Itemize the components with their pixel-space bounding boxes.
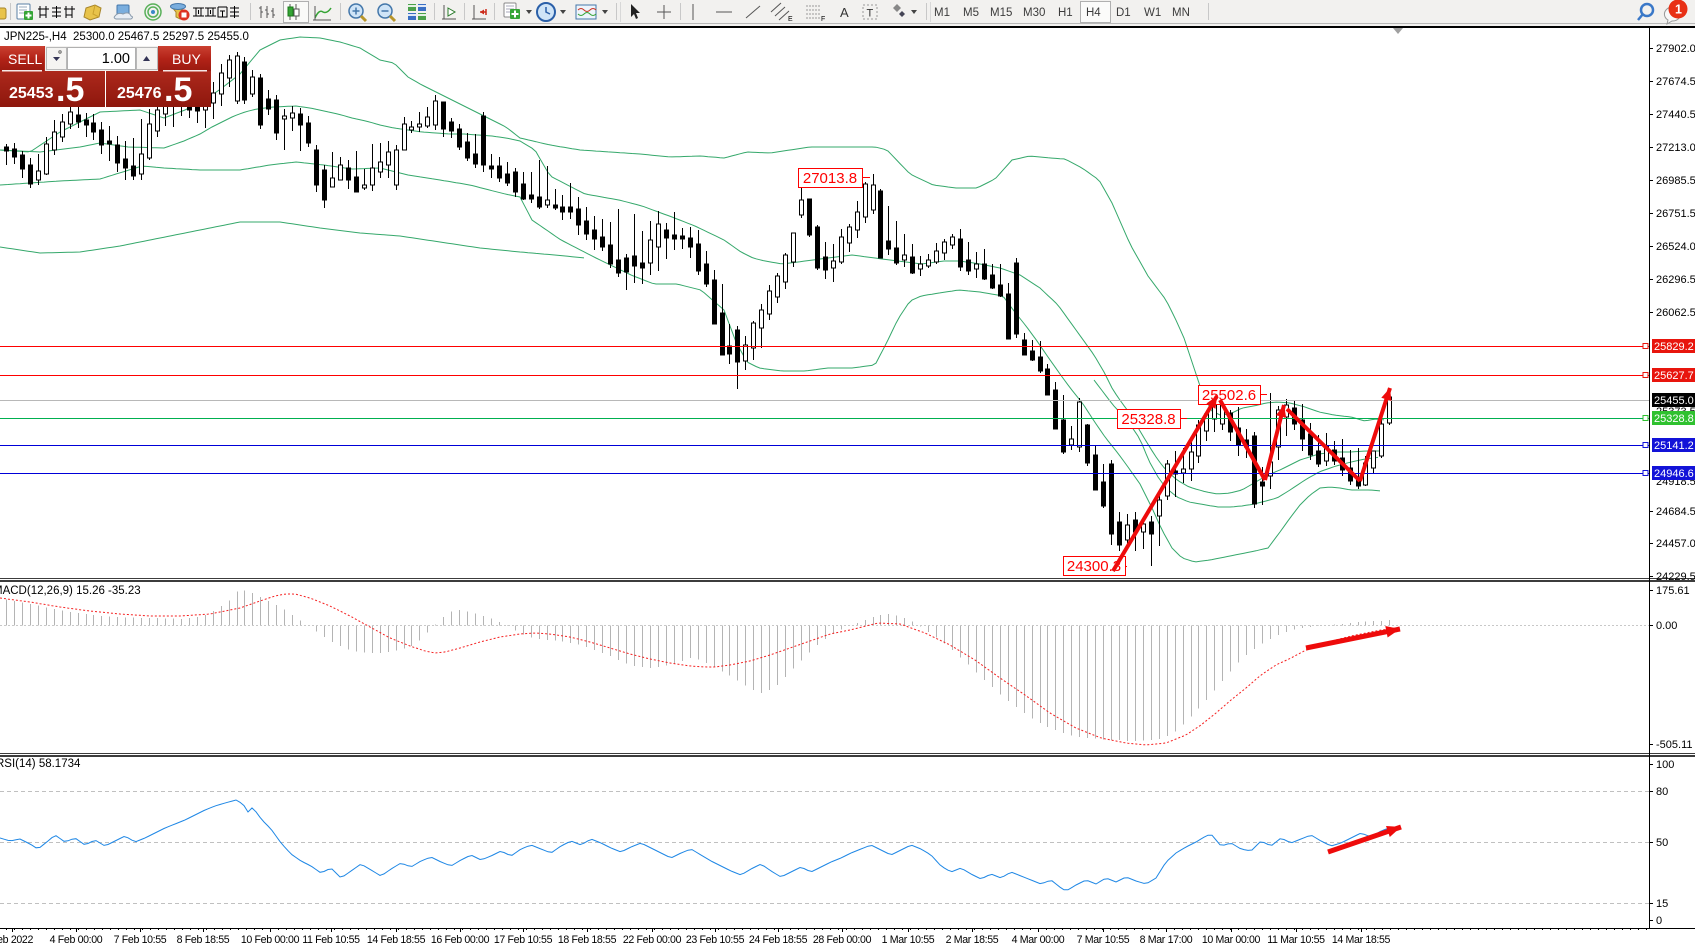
- svg-text:4 Mar 00:00: 4 Mar 00:00: [1012, 934, 1065, 946]
- svg-text:7 Feb 10:55: 7 Feb 10:55: [114, 934, 167, 946]
- svg-text:4 Feb 00:00: 4 Feb 00:00: [50, 934, 103, 946]
- svg-text:JPN225-,H4 25300.0 25467.5 25: JPN225-,H4 25300.0 25467.5 25297.5 25455…: [4, 31, 249, 43]
- svg-text:25141.2: 25141.2: [1654, 440, 1694, 452]
- svg-text:80: 80: [1656, 786, 1668, 798]
- svg-text:26751.5: 26751.5: [1656, 208, 1695, 220]
- svg-text:24 Feb 18:55: 24 Feb 18:55: [749, 934, 808, 946]
- svg-text:50: 50: [1656, 837, 1668, 849]
- svg-text:24300.3: 24300.3: [1067, 558, 1121, 575]
- svg-text:26062.5: 26062.5: [1656, 307, 1695, 319]
- svg-text:A: A: [840, 5, 849, 20]
- svg-text:18 Feb 18:55: 18 Feb 18:55: [558, 934, 617, 946]
- svg-text:25328.8: 25328.8: [1121, 411, 1175, 428]
- svg-text:1 Mar 10:55: 1 Mar 10:55: [882, 934, 935, 946]
- svg-text:25455.0: 25455.0: [1654, 395, 1694, 407]
- svg-text:0.00: 0.00: [1656, 620, 1677, 632]
- svg-text:M1: M1: [934, 7, 950, 19]
- svg-text:E: E: [788, 16, 793, 23]
- svg-text:.5: .5: [56, 71, 84, 109]
- svg-text:W1: W1: [1144, 7, 1161, 19]
- svg-text:M5: M5: [963, 7, 979, 19]
- svg-text:1.00: 1.00: [102, 51, 130, 67]
- svg-text:14 Feb 18:55: 14 Feb 18:55: [367, 934, 426, 946]
- svg-text:27674.5: 27674.5: [1656, 76, 1695, 88]
- svg-text:11 Mar 10:55: 11 Mar 10:55: [1267, 934, 1325, 946]
- svg-text:24684.5: 24684.5: [1656, 506, 1695, 518]
- svg-text:27213.0: 27213.0: [1656, 142, 1695, 154]
- svg-text:T: T: [867, 8, 874, 20]
- svg-text:BUY: BUY: [172, 51, 201, 67]
- svg-text:25476: 25476: [117, 85, 162, 102]
- svg-text:Feb 2022: Feb 2022: [0, 934, 33, 946]
- svg-text:23 Feb 10:55: 23 Feb 10:55: [686, 934, 745, 946]
- svg-text:8 Mar 17:00: 8 Mar 17:00: [1140, 934, 1193, 946]
- svg-text:22 Feb 00:00: 22 Feb 00:00: [623, 934, 682, 946]
- svg-text:-505.11: -505.11: [1656, 739, 1693, 751]
- svg-text:25453: 25453: [9, 85, 54, 102]
- svg-text:26985.5: 26985.5: [1656, 175, 1695, 187]
- svg-text:F: F: [821, 16, 825, 23]
- svg-text:MN: MN: [1172, 7, 1190, 19]
- svg-text:10 Feb 00:00: 10 Feb 00:00: [241, 934, 300, 946]
- svg-text:M15: M15: [990, 7, 1012, 19]
- svg-text:16 Feb 00:00: 16 Feb 00:00: [431, 934, 490, 946]
- svg-text:2 Mar 18:55: 2 Mar 18:55: [946, 934, 999, 946]
- svg-text:0: 0: [1656, 915, 1662, 927]
- svg-text:175.61: 175.61: [1656, 585, 1690, 597]
- svg-text:8 Feb 18:55: 8 Feb 18:55: [177, 934, 230, 946]
- svg-text:26524.0: 26524.0: [1656, 241, 1695, 253]
- svg-text:27013.8: 27013.8: [803, 170, 857, 187]
- svg-text:11 Feb 10:55: 11 Feb 10:55: [302, 934, 360, 946]
- svg-text:24229.5: 24229.5: [1656, 571, 1695, 583]
- svg-text:24946.6: 24946.6: [1654, 468, 1694, 480]
- svg-text:15: 15: [1656, 898, 1668, 910]
- svg-text:25627.7: 25627.7: [1654, 370, 1694, 382]
- svg-text:D1: D1: [1116, 7, 1131, 19]
- svg-text:27902.0: 27902.0: [1656, 43, 1695, 55]
- svg-text:H4: H4: [1086, 7, 1101, 19]
- svg-text:MACD(12,26,9) 15.26 -35.23: MACD(12,26,9) 15.26 -35.23: [0, 585, 141, 597]
- svg-text:10 Mar 00:00: 10 Mar 00:00: [1202, 934, 1261, 946]
- svg-text:M30: M30: [1023, 7, 1045, 19]
- svg-text:7 Mar 10:55: 7 Mar 10:55: [1077, 934, 1130, 946]
- svg-text:1: 1: [1675, 3, 1682, 17]
- svg-text:26296.5: 26296.5: [1656, 274, 1695, 286]
- svg-text:SELL: SELL: [8, 51, 42, 67]
- svg-text:25829.2: 25829.2: [1654, 341, 1694, 353]
- svg-text:RSI(14) 58.1734: RSI(14) 58.1734: [0, 758, 81, 770]
- svg-text:28 Feb 00:00: 28 Feb 00:00: [813, 934, 872, 946]
- svg-text:.5: .5: [164, 71, 192, 109]
- svg-text:H1: H1: [1058, 7, 1073, 19]
- svg-text:100: 100: [1656, 759, 1674, 771]
- svg-text:17 Feb 10:55: 17 Feb 10:55: [494, 934, 553, 946]
- svg-text:27440.5: 27440.5: [1656, 109, 1695, 121]
- svg-text:14 Mar 18:55: 14 Mar 18:55: [1332, 934, 1391, 946]
- svg-text:24457.0: 24457.0: [1656, 538, 1695, 550]
- svg-text:25328.8: 25328.8: [1654, 413, 1694, 425]
